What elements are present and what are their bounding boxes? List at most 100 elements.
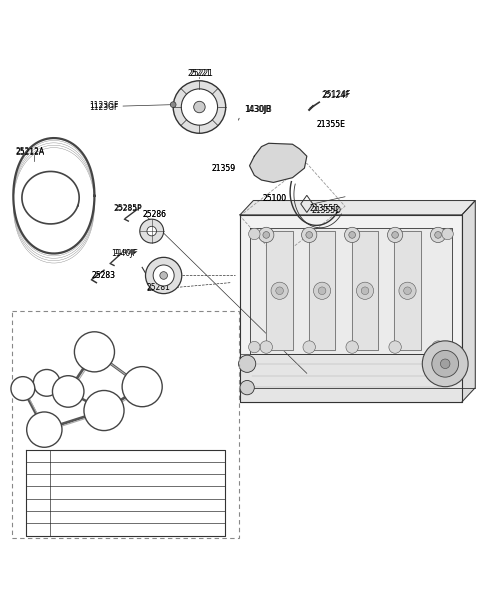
Text: AN: AN xyxy=(31,451,45,460)
Circle shape xyxy=(346,341,359,353)
Circle shape xyxy=(147,226,156,236)
Text: DP: DP xyxy=(32,476,45,485)
Text: 1123GF: 1123GF xyxy=(89,102,119,112)
Circle shape xyxy=(27,412,62,447)
Circle shape xyxy=(11,376,35,400)
Circle shape xyxy=(432,341,444,353)
Circle shape xyxy=(52,376,84,407)
Circle shape xyxy=(431,227,446,243)
Circle shape xyxy=(399,282,416,299)
Circle shape xyxy=(240,381,254,395)
Polygon shape xyxy=(240,215,462,402)
Text: PS: PS xyxy=(137,382,147,391)
Circle shape xyxy=(357,282,373,299)
Circle shape xyxy=(271,282,288,299)
Text: DP: DP xyxy=(98,406,110,415)
Text: WP: WP xyxy=(30,512,46,522)
Text: 25286: 25286 xyxy=(142,210,166,219)
Circle shape xyxy=(432,351,458,377)
Text: POWER STEERING: POWER STEERING xyxy=(91,525,167,534)
Text: DAMPER PULLEY: DAMPER PULLEY xyxy=(94,476,163,485)
Circle shape xyxy=(387,227,403,243)
Circle shape xyxy=(442,341,453,353)
Polygon shape xyxy=(26,450,225,536)
Text: IDLER PULLEY: IDLER PULLEY xyxy=(99,488,158,497)
Polygon shape xyxy=(394,231,421,351)
Polygon shape xyxy=(462,200,475,402)
Circle shape xyxy=(181,89,217,125)
Text: 1430JB: 1430JB xyxy=(245,105,272,115)
Circle shape xyxy=(173,81,226,133)
Text: 25281: 25281 xyxy=(147,284,171,293)
Circle shape xyxy=(140,219,164,243)
Text: AN: AN xyxy=(17,384,28,393)
Circle shape xyxy=(263,232,270,238)
Text: 25285P: 25285P xyxy=(115,205,143,211)
Polygon shape xyxy=(250,228,452,354)
Text: 1430JB: 1430JB xyxy=(244,105,271,115)
Text: WP: WP xyxy=(88,348,101,356)
Circle shape xyxy=(239,355,256,372)
Text: 1140JF: 1140JF xyxy=(114,249,138,255)
Text: 1140JF: 1140JF xyxy=(111,248,137,257)
Circle shape xyxy=(404,287,411,295)
Text: 25221: 25221 xyxy=(190,69,214,78)
Text: TP: TP xyxy=(32,500,44,509)
Text: 25124F: 25124F xyxy=(322,89,350,99)
Circle shape xyxy=(306,232,312,238)
Circle shape xyxy=(361,287,369,295)
Text: AIR CON COMPRESSOR: AIR CON COMPRESSOR xyxy=(80,463,177,473)
Text: TP: TP xyxy=(63,387,73,396)
Text: 25212A: 25212A xyxy=(15,147,45,156)
Circle shape xyxy=(349,232,356,238)
Circle shape xyxy=(249,228,260,240)
Circle shape xyxy=(145,257,182,294)
Text: 21355E: 21355E xyxy=(316,120,345,129)
Circle shape xyxy=(74,332,115,372)
Text: WATER PUMP: WATER PUMP xyxy=(101,512,156,522)
Circle shape xyxy=(260,341,273,353)
Circle shape xyxy=(389,341,401,353)
Polygon shape xyxy=(250,143,307,183)
Circle shape xyxy=(276,287,283,295)
Circle shape xyxy=(122,367,162,406)
Circle shape xyxy=(313,282,331,299)
Text: 21359: 21359 xyxy=(211,164,235,173)
Text: TENSIONER PULLEY: TENSIONER PULLEY xyxy=(88,500,169,509)
Text: 21355D: 21355D xyxy=(312,205,342,215)
Circle shape xyxy=(84,390,124,430)
Polygon shape xyxy=(240,354,462,402)
Circle shape xyxy=(160,272,168,280)
Text: 25285P: 25285P xyxy=(114,204,142,213)
Text: 25124F: 25124F xyxy=(321,91,349,100)
Text: 21359: 21359 xyxy=(211,164,235,173)
Circle shape xyxy=(392,232,398,238)
Circle shape xyxy=(303,341,315,353)
Circle shape xyxy=(441,359,450,368)
Text: 25100: 25100 xyxy=(263,194,287,203)
Text: ALTERNATOR: ALTERNATOR xyxy=(101,451,156,460)
Circle shape xyxy=(301,227,317,243)
Polygon shape xyxy=(309,231,336,351)
Circle shape xyxy=(345,227,360,243)
Circle shape xyxy=(34,370,60,396)
Circle shape xyxy=(194,101,205,113)
Text: 25221: 25221 xyxy=(188,69,211,78)
Circle shape xyxy=(435,232,442,238)
Text: 25283: 25283 xyxy=(91,271,115,280)
Polygon shape xyxy=(266,231,293,351)
Polygon shape xyxy=(352,231,378,351)
Circle shape xyxy=(259,227,274,243)
Circle shape xyxy=(249,341,260,353)
Circle shape xyxy=(170,102,176,107)
Text: 1123GF: 1123GF xyxy=(89,101,119,110)
Text: IP: IP xyxy=(43,378,50,387)
Text: PS: PS xyxy=(32,525,44,534)
Text: 21355D: 21355D xyxy=(309,204,339,213)
Text: 25281: 25281 xyxy=(147,283,171,292)
Text: AC: AC xyxy=(38,425,50,434)
Circle shape xyxy=(422,341,468,387)
Text: 25286: 25286 xyxy=(142,210,166,219)
Circle shape xyxy=(442,228,453,240)
Text: 21355E: 21355E xyxy=(316,120,345,129)
